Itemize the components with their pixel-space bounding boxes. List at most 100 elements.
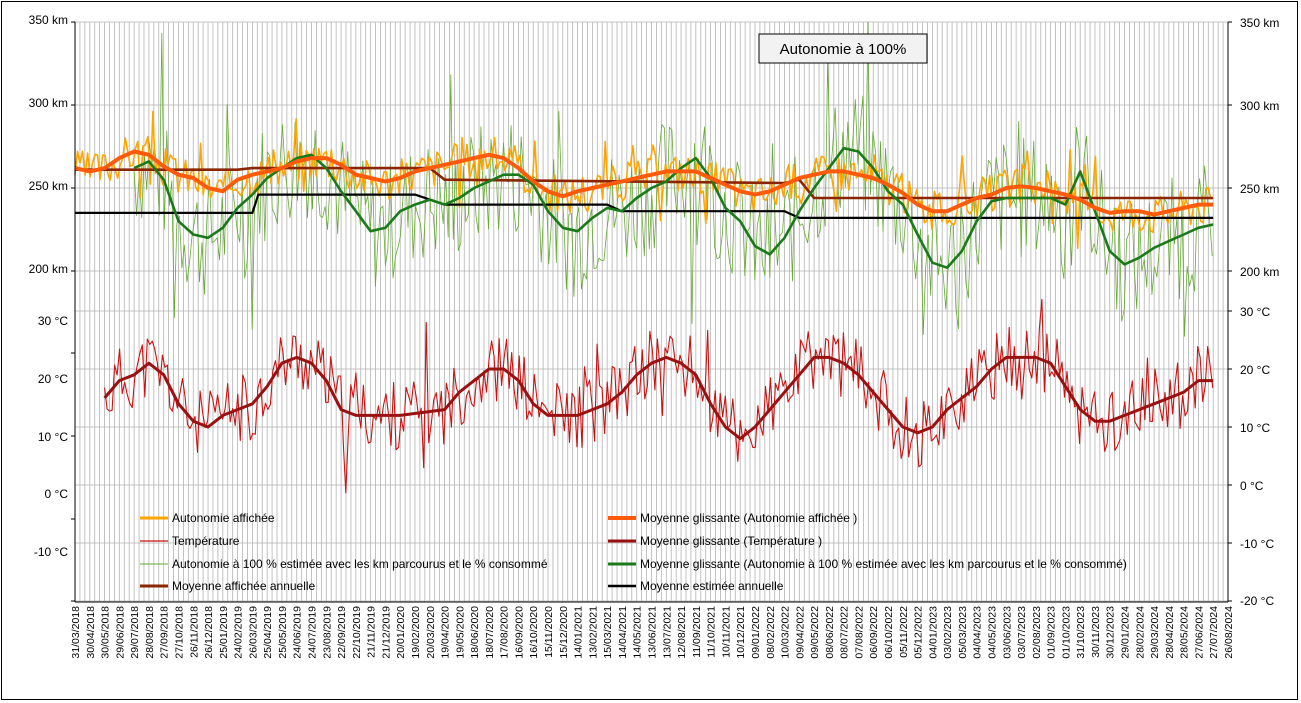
x-tick-label: 27/10/2018 xyxy=(173,606,185,659)
x-tick-label: 03/06/2023 xyxy=(1001,606,1013,659)
x-tick-label: 03/07/2023 xyxy=(1016,606,1028,659)
x-tick-label: 21/11/2019 xyxy=(366,606,378,658)
y-tick-label-right: 10 °C xyxy=(1240,421,1270,435)
y-tick-label-left: -10 °C xyxy=(34,545,68,559)
grid-lines xyxy=(74,21,1229,602)
x-tick-label: 26/08/2024 xyxy=(1223,606,1235,659)
x-tick-label: 26/03/2019 xyxy=(247,606,259,659)
x-tick-label: 31/10/2023 xyxy=(1075,606,1087,659)
x-tick-label: 18/06/2020 xyxy=(469,606,481,659)
x-tick-label: 22/09/2019 xyxy=(336,606,348,659)
x-tick-label: 09/01/2022 xyxy=(750,606,762,659)
x-tick-label: 10/03/2022 xyxy=(780,606,792,659)
series-moyenne-glissante-temperature xyxy=(103,355,1214,441)
x-tick-label: 01/10/2023 xyxy=(1060,606,1072,659)
x-tick-label: 28/05/2024 xyxy=(1179,606,1191,659)
x-tick-label: 07/08/2022 xyxy=(853,606,865,659)
x-tick-label: 19/02/2020 xyxy=(410,606,422,659)
x-tick-label: 27/06/2024 xyxy=(1193,606,1205,659)
x-tick-label: 16/09/2020 xyxy=(513,606,525,659)
x-tick-label: 11/10/2021 xyxy=(706,606,718,658)
x-tick-label: 09/04/2022 xyxy=(794,606,806,659)
series-lines xyxy=(74,21,1214,494)
y-tick-label-left: 200 km xyxy=(29,262,68,276)
x-tick-label: 10/11/2021 xyxy=(720,606,732,658)
x-tick-label: 25/04/2019 xyxy=(262,606,274,659)
legend-label-moyenne-affichee-annuelle: Moyenne affichée annuelle xyxy=(172,579,316,593)
x-tick-label: 28/04/2024 xyxy=(1164,606,1176,659)
x-tick-label: 12/08/2021 xyxy=(676,606,688,659)
x-tick-label: 28/08/2018 xyxy=(144,606,156,659)
y-tick-label-left: 250 km xyxy=(29,179,68,193)
x-tick-label: 30/11/2023 xyxy=(1090,606,1102,658)
legend-label-temperature: Température xyxy=(172,534,240,548)
x-tick-label: 28/02/2024 xyxy=(1134,606,1146,659)
x-tick-label: 30/12/2023 xyxy=(1105,606,1117,659)
x-tick-label: 11/09/2021 xyxy=(691,606,703,658)
x-tick-label: 13/06/2021 xyxy=(647,606,659,659)
axes xyxy=(71,21,1232,603)
x-tick-label: 26/12/2018 xyxy=(203,606,215,659)
x-tick-label: 05/12/2022 xyxy=(913,606,925,659)
y-tick-label-left: 30 °C xyxy=(38,314,68,328)
series-autonomie-estimee xyxy=(133,21,1213,337)
x-tick-label: 22/10/2019 xyxy=(351,606,363,659)
x-tick-label: 02/08/2023 xyxy=(1031,606,1043,659)
x-tick-label: 29/06/2018 xyxy=(114,606,126,659)
x-tick-label: 13/02/2021 xyxy=(587,606,599,659)
x-tick-label: 14/05/2021 xyxy=(632,606,644,659)
x-tick-label: 03/02/2023 xyxy=(942,606,954,659)
tick-labels: 350 km 300 km 250 km 200 km 30 °C 20 °C 10 °C 0… xyxy=(29,13,1280,659)
x-tick-label: 30/05/2018 xyxy=(100,606,112,659)
x-tick-label: 08/02/2022 xyxy=(765,606,777,659)
x-tick-label: 31/03/2018 xyxy=(70,606,82,659)
series-moyenne-estimee-annuelle xyxy=(75,193,1214,219)
x-tick-label: 20/03/2020 xyxy=(425,606,437,659)
y-tick-label-left: 350 km xyxy=(29,13,68,27)
x-tick-label: 10/12/2021 xyxy=(735,606,747,659)
x-tick-label: 06/10/2022 xyxy=(883,606,895,659)
y-tick-label-left: 0 °C xyxy=(45,487,69,501)
chart-title-frame xyxy=(758,33,928,64)
y-tick-label-right: 250 km xyxy=(1240,182,1279,196)
x-tick-label: 15/03/2021 xyxy=(602,606,614,659)
legend-label-autonomie-estimee: Autonomie à 100 % estimée avec les km pa… xyxy=(172,557,548,571)
y-tick-label-right: -10 °C xyxy=(1240,537,1274,551)
x-tick-label: 15/12/2020 xyxy=(558,606,570,659)
x-tick-label: 04/05/2023 xyxy=(986,606,998,659)
x-tick-label: 06/09/2022 xyxy=(868,606,880,659)
y-tick-label-right: 0 °C xyxy=(1240,479,1264,493)
y-tick-label-right: 200 km xyxy=(1240,265,1279,279)
x-tick-label: 05/03/2023 xyxy=(957,606,969,659)
x-tick-label: 16/10/2020 xyxy=(528,606,540,659)
x-tick-label: 19/04/2020 xyxy=(440,606,452,659)
x-tick-label: 24/07/2019 xyxy=(307,606,319,659)
x-tick-label: 27/07/2024 xyxy=(1208,606,1220,659)
y-tick-label-right: 20 °C xyxy=(1240,363,1270,377)
x-tick-label: 29/01/2024 xyxy=(1120,606,1132,659)
x-tick-label: 26/11/2018 xyxy=(188,606,200,658)
x-tick-label: 30/04/2018 xyxy=(85,606,97,659)
y-tick-label-left: 20 °C xyxy=(38,372,68,386)
x-tick-label: 09/05/2022 xyxy=(809,606,821,659)
x-tick-label: 08/07/2022 xyxy=(839,606,851,659)
series-moyenne-affichee-annuelle xyxy=(75,166,1214,200)
x-tick-label: 17/08/2020 xyxy=(499,606,511,659)
x-tick-label: 27/09/2018 xyxy=(159,606,171,659)
x-tick-label: 29/03/2024 xyxy=(1149,606,1161,659)
y-tick-label-right: 30 °C xyxy=(1240,305,1270,319)
x-tick-label: 25/01/2019 xyxy=(218,606,230,659)
chart-title: Autonomie à 100% xyxy=(780,41,907,58)
chart-title-box: Autonomie à 100% xyxy=(758,33,928,64)
x-tick-label: 29/07/2018 xyxy=(129,606,141,659)
legend-label-moyenne-glissante-temperature: Moyenne glissante (Température ) xyxy=(640,534,822,548)
x-tick-label: 25/05/2019 xyxy=(277,606,289,659)
x-tick-label: 04/04/2023 xyxy=(972,606,984,659)
y-tick-label-right: 350 km xyxy=(1240,16,1279,30)
x-tick-label: 13/07/2021 xyxy=(661,606,673,659)
x-tick-label: 08/06/2022 xyxy=(824,606,836,659)
x-tick-label: 20/01/2020 xyxy=(395,606,407,659)
x-tick-label: 19/05/2020 xyxy=(454,606,466,659)
legend-label-moyenne-glissante-estimee: Moyenne glissante (Autonomie à 100 % est… xyxy=(640,557,1127,571)
